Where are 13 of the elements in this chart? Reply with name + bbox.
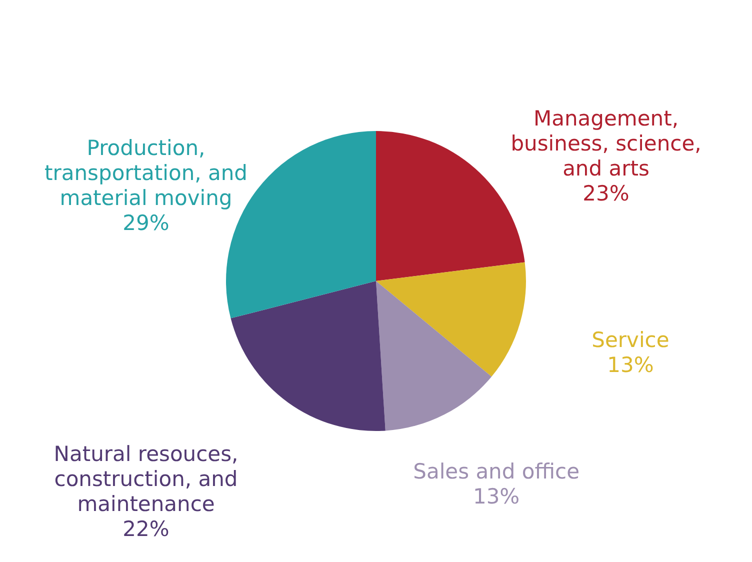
slice-label: Sales and office	[413, 460, 580, 484]
data-label: 13%	[472, 484, 520, 509]
data-label: 29%	[122, 211, 170, 236]
slice-label: Natural resouces, construction, and maintenance	[54, 442, 238, 516]
pie-slice	[376, 262, 526, 377]
pie-slice	[376, 281, 492, 431]
pie-slice	[230, 281, 386, 431]
slice-label: Management, business, science, and arts	[510, 106, 702, 181]
slice-label: Service	[592, 328, 670, 352]
data-label: 22%	[122, 516, 170, 541]
slice-label: Production, transportation, and material moving	[44, 136, 248, 210]
data-label: 13%	[607, 352, 654, 377]
data-label: 23%	[582, 182, 630, 206]
